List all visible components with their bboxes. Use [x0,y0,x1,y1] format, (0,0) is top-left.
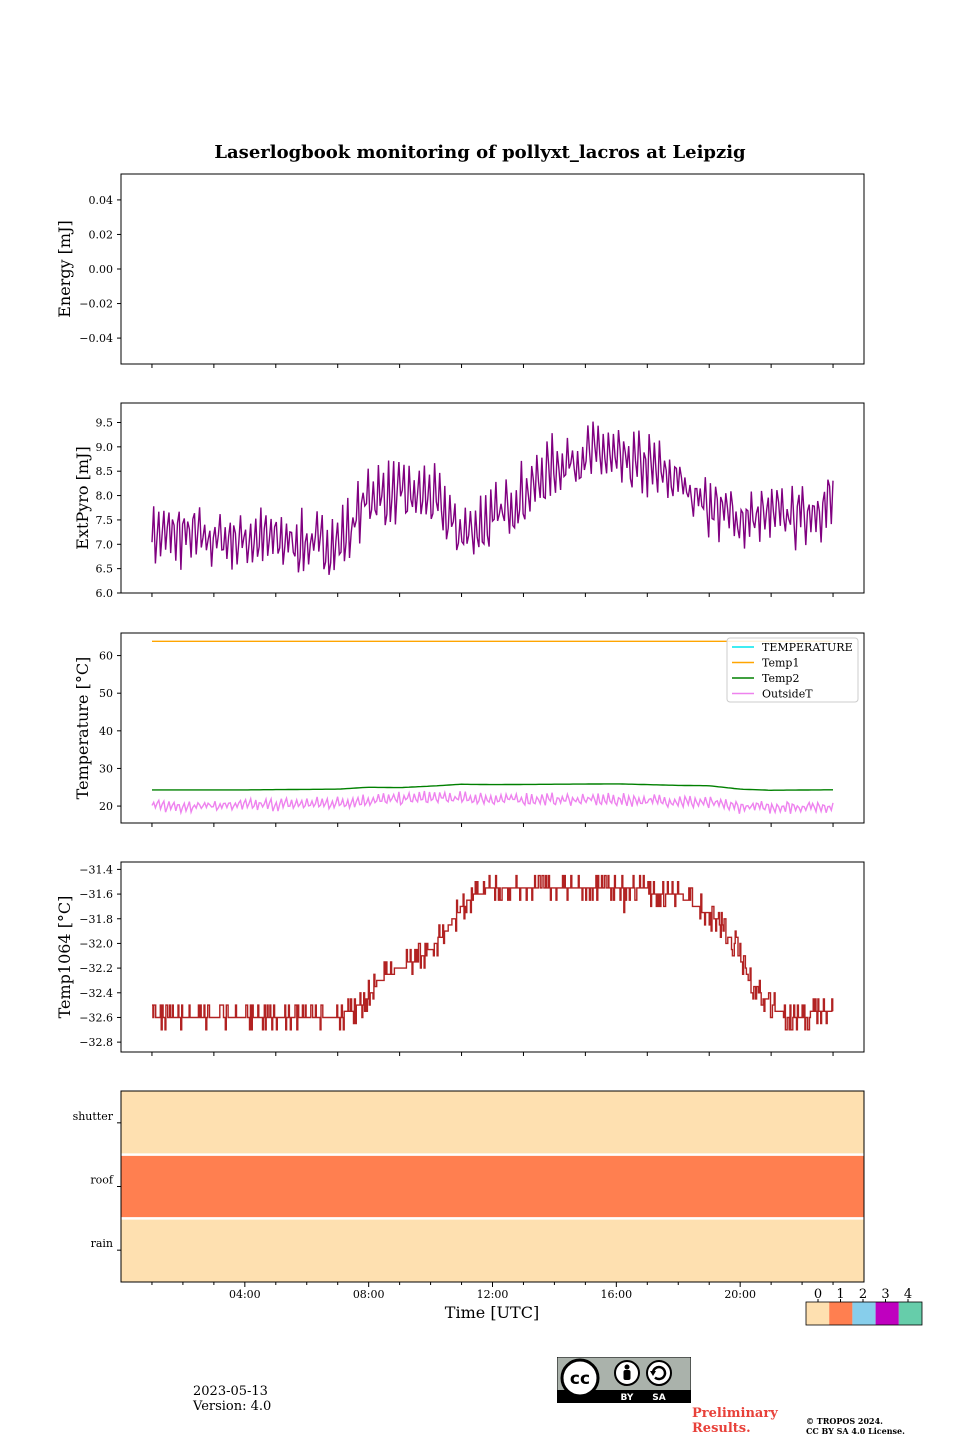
legend-entry-temp2: Temp2 [762,672,799,685]
x-tick-label: 04:00 [229,1288,261,1301]
y-tick-label: 0.00 [89,263,114,276]
footer-version: Version: 4.0 [193,1399,272,1414]
colorbar-label: 2 [859,1287,867,1302]
legend-entry-temp1: Temp1 [762,657,799,670]
legend-entry-temperature: TEMPERATURE [762,641,853,654]
panel-frame [120,632,865,824]
y-tick-label: −32.4 [79,987,113,1000]
colorbar-swatch-1 [829,1302,853,1325]
preliminary-note: Preliminary Results. [692,1406,778,1436]
copyright-note: © TROPOS 2024. CC BY SA 4.0 License. [806,1416,905,1436]
y-axis-label: Energy [mJ] [55,220,74,318]
y-tick-label: 9.5 [96,416,114,429]
sa-icon [646,1360,672,1386]
colorbar-swatch-2 [852,1302,876,1325]
y-tick-label: −32.2 [79,962,113,975]
y-tick-label: −31.4 [79,863,113,876]
colorbar-label: 3 [881,1287,889,1302]
status-row-roof [121,1154,864,1219]
colorbar-label: 4 [904,1287,912,1302]
panel-2: 9.5 9.0 8.5 8.0 7.5 7.0 6.5 6.0 ExtPyro [mJ] [73,402,865,600]
colorbar-frame [805,1301,923,1326]
series-line-temp2 [152,783,833,792]
y-tick-label: 0.04 [89,194,114,207]
copyright-line1: © TROPOS 2024. [806,1416,883,1426]
y-tick-label: −0.02 [79,298,113,311]
legend-entry-outsidet: OutsideT [762,688,813,701]
status-row-rain [121,1218,864,1282]
row-label-roof: roof [90,1174,114,1187]
y-tick-label: 50 [99,687,113,700]
panel-1: 0.04 0.02 0.00 −0.02 −0.04 Energy [mJ] [55,173,865,368]
series-line-series-0 [151,421,834,575]
colorbar-swatch-4 [898,1302,922,1325]
y-tick-label: 8.0 [96,490,114,503]
y-tick-label: 6.0 [96,587,114,600]
row-label-rain: rain [91,1237,113,1250]
legend-box [726,637,859,703]
y-tick-label: 7.5 [96,514,114,527]
by-label: BY [621,1393,634,1403]
figure-title: Laserlogbook monitoring of pollyxt_lacro… [214,142,746,163]
y-tick-label: 60 [99,650,113,663]
y-tick-label: 0.02 [89,228,114,241]
colorbar-swatch-0 [806,1302,830,1325]
y-axis-label: ExtPyro [mJ] [73,446,92,549]
status-row-shutter [121,1091,864,1155]
x-tick-label: 12:00 [477,1288,509,1301]
panel-frame [120,861,865,1053]
y-tick-label: 30 [99,762,113,775]
x-axis-label: Time [UTC] [445,1303,539,1322]
y-axis-label: Temperature [°C] [73,657,92,800]
footer-date: 2023-05-13 [193,1384,268,1399]
y-tick-label: 20 [99,800,113,813]
panel-frame [120,402,865,594]
cc-letters: cc [570,1369,590,1389]
x-tick-label: 20:00 [724,1288,756,1301]
preliminary-line1: Preliminary [692,1406,778,1421]
y-tick-label: −32.8 [79,1036,113,1049]
copyright-line2: CC BY SA 4.0 License. [806,1426,905,1436]
colorbar-label: 1 [836,1287,844,1302]
panel-4: −31.4 −31.6 −31.8 −32.0 −32.2 −32.4 −32.6 −32.8… [55,861,865,1056]
y-tick-label: 9.0 [96,441,114,454]
x-tick-label: 16:00 [600,1288,632,1301]
colorbar-swatch-3 [875,1302,899,1325]
series-line-outsidet [151,789,834,816]
y-tick-label: −32.0 [79,937,113,950]
colorbar-label: 0 [814,1287,822,1302]
y-axis-label: Temp1064 [°C] [55,896,74,1019]
y-tick-label: 40 [99,725,113,738]
footer-date-block: 2023-05-13 Version: 4.0 [193,1384,271,1414]
y-tick-label: 8.5 [96,465,114,478]
preliminary-line2: Results. [692,1421,751,1436]
x-tick-label: 08:00 [353,1288,385,1301]
sa-label: SA [652,1393,665,1403]
panels-group: 0.04 0.02 0.00 −0.02 −0.04 Energy [mJ] 9.5 9.0 8… [55,173,865,1301]
y-tick-label: 7.0 [96,538,114,551]
y-tick-label: −32.6 [79,1011,113,1024]
series-line-series-0 [152,874,834,1031]
y-tick-label: 6.5 [96,563,114,576]
panel-frame [120,173,865,365]
y-tick-label: −0.04 [79,332,113,345]
row-label-shutter: shutter [73,1110,114,1123]
panel-3: 60 50 40 30 20 Temperature [°C] TEMPERATURE Tem… [73,632,865,827]
y-tick-label: −31.8 [79,913,113,926]
cc-icon [560,1358,600,1398]
cc-by-sa-badge: cc BY SA [557,1357,691,1403]
panel-5: shutter roof rain 04:00 08:00 12:00 16:00 20:00 [73,1090,865,1301]
y-tick-label: −31.6 [79,888,113,901]
